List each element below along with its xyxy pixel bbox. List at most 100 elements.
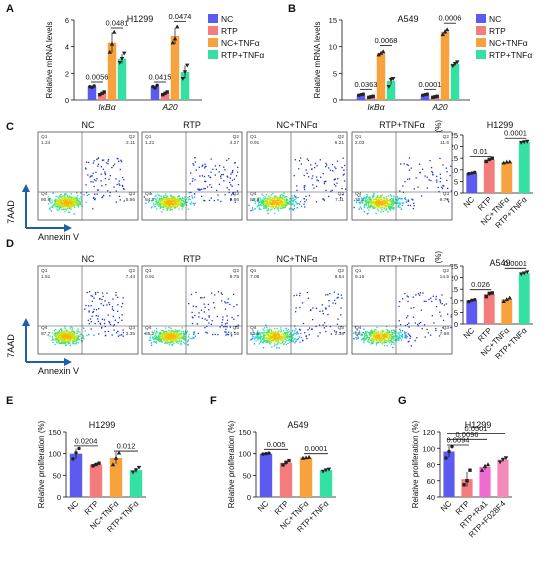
bar-G-3 — [497, 459, 509, 497]
flow-event — [280, 194, 282, 196]
flow-event — [391, 333, 394, 335]
flow-event — [161, 200, 164, 203]
flow-event — [262, 342, 264, 344]
flow-event — [108, 322, 111, 324]
flow-event — [436, 175, 438, 178]
flow-event — [399, 328, 401, 330]
flow-event — [323, 182, 326, 185]
panel-letter-G: G — [398, 395, 407, 407]
flow-event — [188, 302, 190, 305]
flow-event — [77, 338, 79, 340]
flow-event — [85, 184, 87, 186]
flow-event — [375, 212, 377, 215]
flow-event — [372, 201, 374, 203]
flow-event — [118, 160, 120, 162]
flow-event — [252, 330, 254, 332]
flow-event — [167, 203, 169, 205]
flow-event — [363, 196, 365, 199]
flow-event — [324, 180, 326, 183]
flow-event — [331, 189, 333, 192]
flow-event — [313, 187, 315, 189]
flow-event — [54, 328, 57, 331]
flow-event — [390, 207, 392, 210]
flow-event — [288, 335, 290, 337]
flow-event — [114, 163, 116, 165]
flow-event — [170, 197, 172, 199]
flow-event — [388, 199, 391, 202]
flow-event — [107, 190, 109, 192]
flow-event — [98, 308, 100, 310]
flow-event — [57, 337, 60, 339]
flow-event — [118, 180, 120, 182]
flow-event — [265, 201, 267, 203]
flow-event — [107, 314, 109, 316]
flow-event — [90, 305, 92, 307]
flow-event — [385, 333, 387, 335]
flow-event — [123, 179, 125, 181]
flow-event — [365, 203, 367, 205]
y-tick-label-A: 6 — [65, 16, 69, 25]
flow-event — [77, 205, 80, 208]
flow-event — [296, 189, 298, 192]
flow-event — [175, 200, 177, 202]
flow-event — [174, 199, 177, 201]
flow-event — [373, 198, 376, 201]
flow-event — [282, 339, 284, 341]
flow-event — [277, 337, 279, 339]
flow-event — [151, 199, 153, 202]
flow-event — [179, 340, 181, 342]
flow-quadrant-q1: Q1 — [41, 134, 48, 140]
flow-event — [404, 335, 406, 337]
data-point-C — [467, 172, 471, 176]
flow-event — [156, 330, 158, 332]
flow-event — [107, 158, 110, 161]
flow-event — [404, 292, 406, 295]
flow-event — [159, 202, 162, 205]
data-point-E — [71, 457, 75, 461]
flow-event — [298, 336, 300, 338]
flow-event — [168, 335, 171, 337]
flow-event — [268, 209, 270, 211]
flow-event — [293, 207, 296, 210]
flow-event — [268, 202, 271, 205]
flow-event — [162, 206, 165, 209]
flow-event — [170, 339, 173, 341]
flow-quadrant-q3: 4.16 — [230, 331, 240, 337]
flow-event — [68, 339, 70, 341]
flow-event — [66, 335, 68, 337]
flow-event — [174, 200, 176, 202]
flow-event — [334, 178, 336, 181]
flow-event — [72, 204, 75, 206]
flow-event — [99, 297, 101, 300]
flow-event — [159, 205, 161, 207]
flow-event — [359, 195, 361, 197]
flow-event — [229, 326, 232, 328]
flow-event — [172, 335, 174, 338]
flow-event — [85, 161, 88, 163]
flow-event — [56, 203, 58, 206]
data-point-B — [445, 27, 450, 32]
flow-event — [169, 335, 171, 337]
flow-event — [370, 340, 373, 342]
flow-event — [159, 335, 161, 338]
flow-event — [370, 202, 372, 204]
flow-event — [372, 196, 374, 198]
flow-event — [180, 201, 183, 204]
data-point-C — [519, 140, 524, 145]
bar-B-0-3 — [386, 80, 396, 100]
flow-event — [407, 199, 409, 201]
flow-event — [62, 334, 65, 336]
flow-event — [373, 206, 376, 208]
flow-event — [390, 343, 393, 345]
flow-event — [210, 197, 212, 199]
flow-event — [309, 309, 312, 311]
flow-event — [381, 201, 384, 203]
legend-label-A: NC — [221, 14, 233, 24]
flow-event — [68, 340, 70, 342]
flow-event — [315, 176, 318, 178]
flow-event — [383, 206, 385, 208]
flow-event — [80, 198, 82, 200]
flow-event — [174, 331, 176, 333]
flow-event — [267, 198, 269, 200]
flow-event — [285, 196, 287, 198]
